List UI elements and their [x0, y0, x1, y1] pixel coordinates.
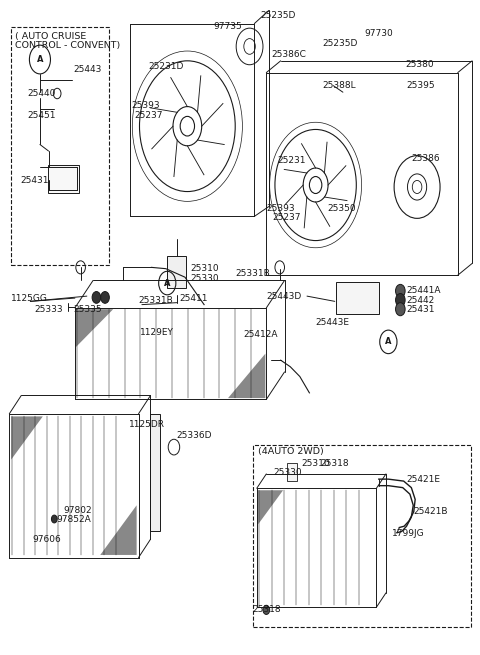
Text: A: A	[36, 55, 43, 64]
Bar	[287, 463, 298, 481]
Circle shape	[101, 291, 109, 303]
Text: 25393: 25393	[131, 101, 159, 110]
Text: 25431: 25431	[407, 305, 435, 314]
Text: 97730: 97730	[364, 29, 393, 38]
Text: 1799JG: 1799JG	[392, 529, 425, 538]
Text: 25318: 25318	[321, 459, 349, 468]
Bar	[151, 414, 160, 531]
Text: 25235D: 25235D	[323, 39, 358, 48]
Text: 25443: 25443	[73, 65, 102, 74]
Text: 25395: 25395	[407, 81, 435, 90]
Circle shape	[396, 293, 405, 307]
Polygon shape	[11, 417, 43, 460]
Text: 25386: 25386	[411, 155, 440, 163]
Text: 25421E: 25421E	[407, 475, 441, 483]
Text: 25441A: 25441A	[407, 286, 441, 295]
Text: 97735: 97735	[214, 22, 242, 31]
Text: 97852A: 97852A	[56, 515, 91, 523]
Text: 25310: 25310	[301, 459, 330, 468]
Polygon shape	[258, 490, 283, 524]
Polygon shape	[228, 354, 265, 398]
Bar	[167, 255, 186, 288]
Text: 25235D: 25235D	[261, 11, 296, 20]
Text: 97802: 97802	[64, 506, 93, 515]
Text: 25350: 25350	[327, 204, 356, 213]
Text: 1125DR: 1125DR	[129, 420, 165, 429]
Text: 97606: 97606	[32, 535, 61, 544]
Text: 25237: 25237	[135, 111, 163, 120]
Text: 25431: 25431	[21, 176, 49, 185]
Bar	[48, 166, 79, 193]
Circle shape	[396, 303, 405, 316]
Text: 25380: 25380	[405, 60, 434, 69]
Text: 25335: 25335	[73, 305, 102, 314]
Text: 25333: 25333	[34, 305, 63, 314]
Text: A: A	[164, 278, 170, 288]
Text: 1129EY: 1129EY	[141, 328, 174, 337]
Text: 25451: 25451	[27, 111, 56, 120]
Text: 25318: 25318	[252, 605, 281, 614]
Text: 25237: 25237	[273, 213, 301, 222]
Text: 25310: 25310	[190, 264, 219, 273]
Circle shape	[51, 515, 57, 523]
Text: 25231: 25231	[277, 156, 306, 164]
Text: 25421B: 25421B	[413, 508, 448, 516]
Circle shape	[396, 284, 405, 297]
Text: 25331B: 25331B	[139, 295, 173, 305]
Text: 25330: 25330	[274, 468, 302, 477]
Text: 25440: 25440	[27, 89, 55, 98]
Text: 25388L: 25388L	[323, 81, 356, 90]
Text: (4AUTO 2WD): (4AUTO 2WD)	[258, 447, 324, 456]
Polygon shape	[100, 505, 137, 555]
Circle shape	[263, 605, 270, 614]
Text: 25330: 25330	[190, 274, 219, 283]
Text: 25443E: 25443E	[316, 318, 349, 327]
Text: 25443D: 25443D	[266, 291, 301, 301]
Text: A: A	[385, 337, 392, 346]
Text: 25386C: 25386C	[271, 50, 306, 59]
Text: ( AUTO CRUISE: ( AUTO CRUISE	[15, 32, 86, 41]
Bar	[336, 282, 379, 314]
Text: 1125GG: 1125GG	[11, 293, 48, 303]
Text: 25331B: 25331B	[235, 269, 270, 278]
Text: 25442: 25442	[407, 295, 435, 305]
Text: 25412A: 25412A	[244, 329, 278, 339]
Circle shape	[92, 291, 101, 303]
Text: 25411: 25411	[179, 293, 208, 303]
Bar	[253, 445, 471, 627]
Bar	[11, 27, 109, 265]
Text: 25336D: 25336D	[177, 431, 212, 440]
Polygon shape	[76, 309, 113, 347]
Text: 25231D: 25231D	[148, 62, 183, 71]
Text: 25393: 25393	[267, 204, 295, 213]
Text: CONTROL - CONVENT): CONTROL - CONVENT)	[15, 41, 120, 50]
